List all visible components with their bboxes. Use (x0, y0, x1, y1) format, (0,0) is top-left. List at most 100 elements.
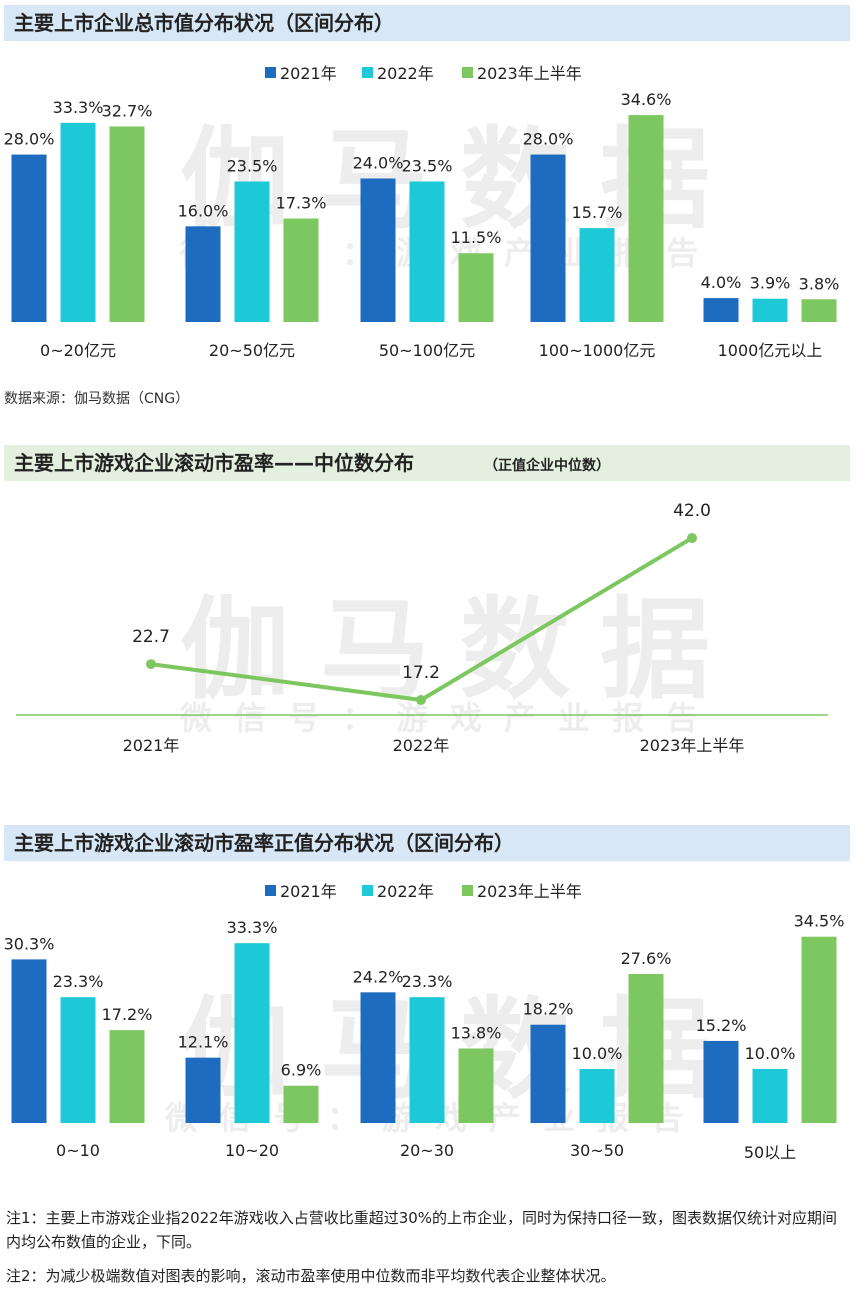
data-label: 15.2% (696, 1016, 747, 1035)
data-label: 17.2 (402, 663, 440, 683)
category-label: 2023年上半年 (640, 736, 745, 755)
bar (703, 298, 739, 322)
data-label: 32.7% (102, 101, 153, 120)
bar (185, 1057, 221, 1123)
data-label: 22.7 (132, 627, 170, 647)
bar (628, 973, 664, 1123)
data-label: 30.3% (4, 934, 55, 953)
category-label: 1000亿元以上 (718, 341, 823, 360)
data-label: 12.1% (178, 1033, 229, 1052)
bar (801, 936, 837, 1123)
data-label: 18.2% (523, 1000, 574, 1019)
data-label: 34.6% (621, 90, 672, 109)
chart2-subtitle: （正值企业中位数） (484, 458, 610, 474)
bar (530, 154, 566, 322)
bar (409, 997, 445, 1123)
legend-swatch (265, 885, 276, 896)
bar (409, 181, 445, 322)
bar (579, 228, 615, 322)
data-label: 23.5% (402, 156, 453, 175)
category-label: 0~10 (56, 1141, 100, 1160)
legend-label: 2022年 (377, 882, 434, 901)
data-label: 10.0% (745, 1044, 796, 1063)
data-label: 17.3% (276, 194, 327, 213)
category-label: 0~20亿元 (40, 341, 116, 360)
bar (579, 1069, 615, 1123)
category-label: 20~30 (400, 1141, 454, 1160)
bar (185, 226, 221, 322)
data-label: 24.0% (353, 153, 404, 172)
category-label: 100~1000亿元 (539, 341, 656, 360)
category-label: 50~100亿元 (379, 341, 475, 360)
data-label: 3.8% (799, 274, 840, 293)
data-label: 15.7% (572, 203, 623, 222)
bar (458, 253, 494, 322)
data-label: 10.0% (572, 1044, 623, 1063)
legend-label: 2021年 (280, 64, 337, 83)
bar (60, 122, 96, 322)
data-label: 33.3% (53, 98, 104, 117)
data-source: 数据来源：伽马数据（CNG） (4, 391, 190, 407)
data-label: 23.3% (402, 972, 453, 991)
category-label: 30~50 (570, 1141, 624, 1160)
legend-swatch (362, 67, 373, 78)
data-label: 17.2% (102, 1005, 153, 1024)
data-label: 13.8% (451, 1023, 502, 1042)
category-label: 2022年 (393, 736, 450, 755)
bar (360, 992, 396, 1123)
data-label: 27.6% (621, 949, 672, 968)
data-point (687, 533, 697, 544)
chart2-title-bar: 主要上市游戏企业滚动市盈率——中位数分布 （正值企业中位数） (4, 445, 850, 481)
bar (109, 1030, 145, 1123)
legend-swatch (362, 885, 373, 896)
chart1-title-bar: 主要上市企业总市值分布状况（区间分布） (4, 5, 850, 41)
data-point (416, 695, 426, 705)
data-label: 28.0% (4, 130, 55, 149)
category-label: 20~50亿元 (209, 341, 295, 360)
bar (60, 997, 96, 1123)
bar (530, 1024, 566, 1123)
chart2-title: 主要上市游戏企业滚动市盈率——中位数分布 (14, 451, 414, 475)
data-label: 11.5% (451, 228, 502, 247)
data-label: 23.5% (227, 156, 278, 175)
bar (109, 126, 145, 322)
data-label: 3.9% (750, 274, 791, 293)
bar (360, 178, 396, 322)
bar (11, 959, 47, 1123)
bar (283, 1085, 319, 1123)
chart3-title-bar: 主要上市游戏企业滚动市盈率正值分布状况（区间分布） (4, 825, 850, 861)
data-label: 24.2% (353, 967, 404, 986)
data-label: 34.5% (794, 912, 845, 931)
bar (458, 1048, 494, 1123)
legend-label: 2023年上半年 (477, 882, 582, 901)
data-label: 42.0 (673, 501, 711, 521)
data-point (146, 659, 156, 670)
bar (234, 181, 270, 322)
data-label: 28.0% (523, 130, 574, 149)
note-1: 注1：主要上市游戏企业指2022年游戏收入占营收比重超过30%的上市企业，同时为… (6, 1209, 838, 1251)
data-label: 16.0% (178, 201, 229, 220)
legend-swatch (462, 885, 473, 896)
data-label: 23.3% (53, 972, 104, 991)
bar (801, 299, 837, 322)
legend-label: 2022年 (377, 64, 434, 83)
bar (628, 115, 664, 322)
data-label: 6.9% (281, 1061, 322, 1080)
chart1-title: 主要上市企业总市值分布状况（区间分布） (14, 11, 394, 35)
bar (11, 154, 47, 322)
bar (752, 298, 788, 322)
bar (752, 1069, 788, 1123)
category-label: 10~20 (225, 1141, 279, 1160)
legend-label: 2021年 (280, 882, 337, 901)
legend-swatch (265, 67, 276, 78)
legend-label: 2023年上半年 (477, 64, 582, 83)
note-2: 注2：为减少极端数值对图表的影响，滚动市盈率使用中位数而非平均数代表企业整体状况… (6, 1267, 616, 1285)
chart3-title: 主要上市游戏企业滚动市盈率正值分布状况（区间分布） (14, 831, 514, 855)
bar (234, 943, 270, 1123)
data-label: 4.0% (701, 273, 742, 292)
data-label: 33.3% (227, 918, 278, 937)
legend-swatch (462, 67, 473, 78)
category-label: 50以上 (744, 1143, 796, 1162)
bar (283, 218, 319, 322)
